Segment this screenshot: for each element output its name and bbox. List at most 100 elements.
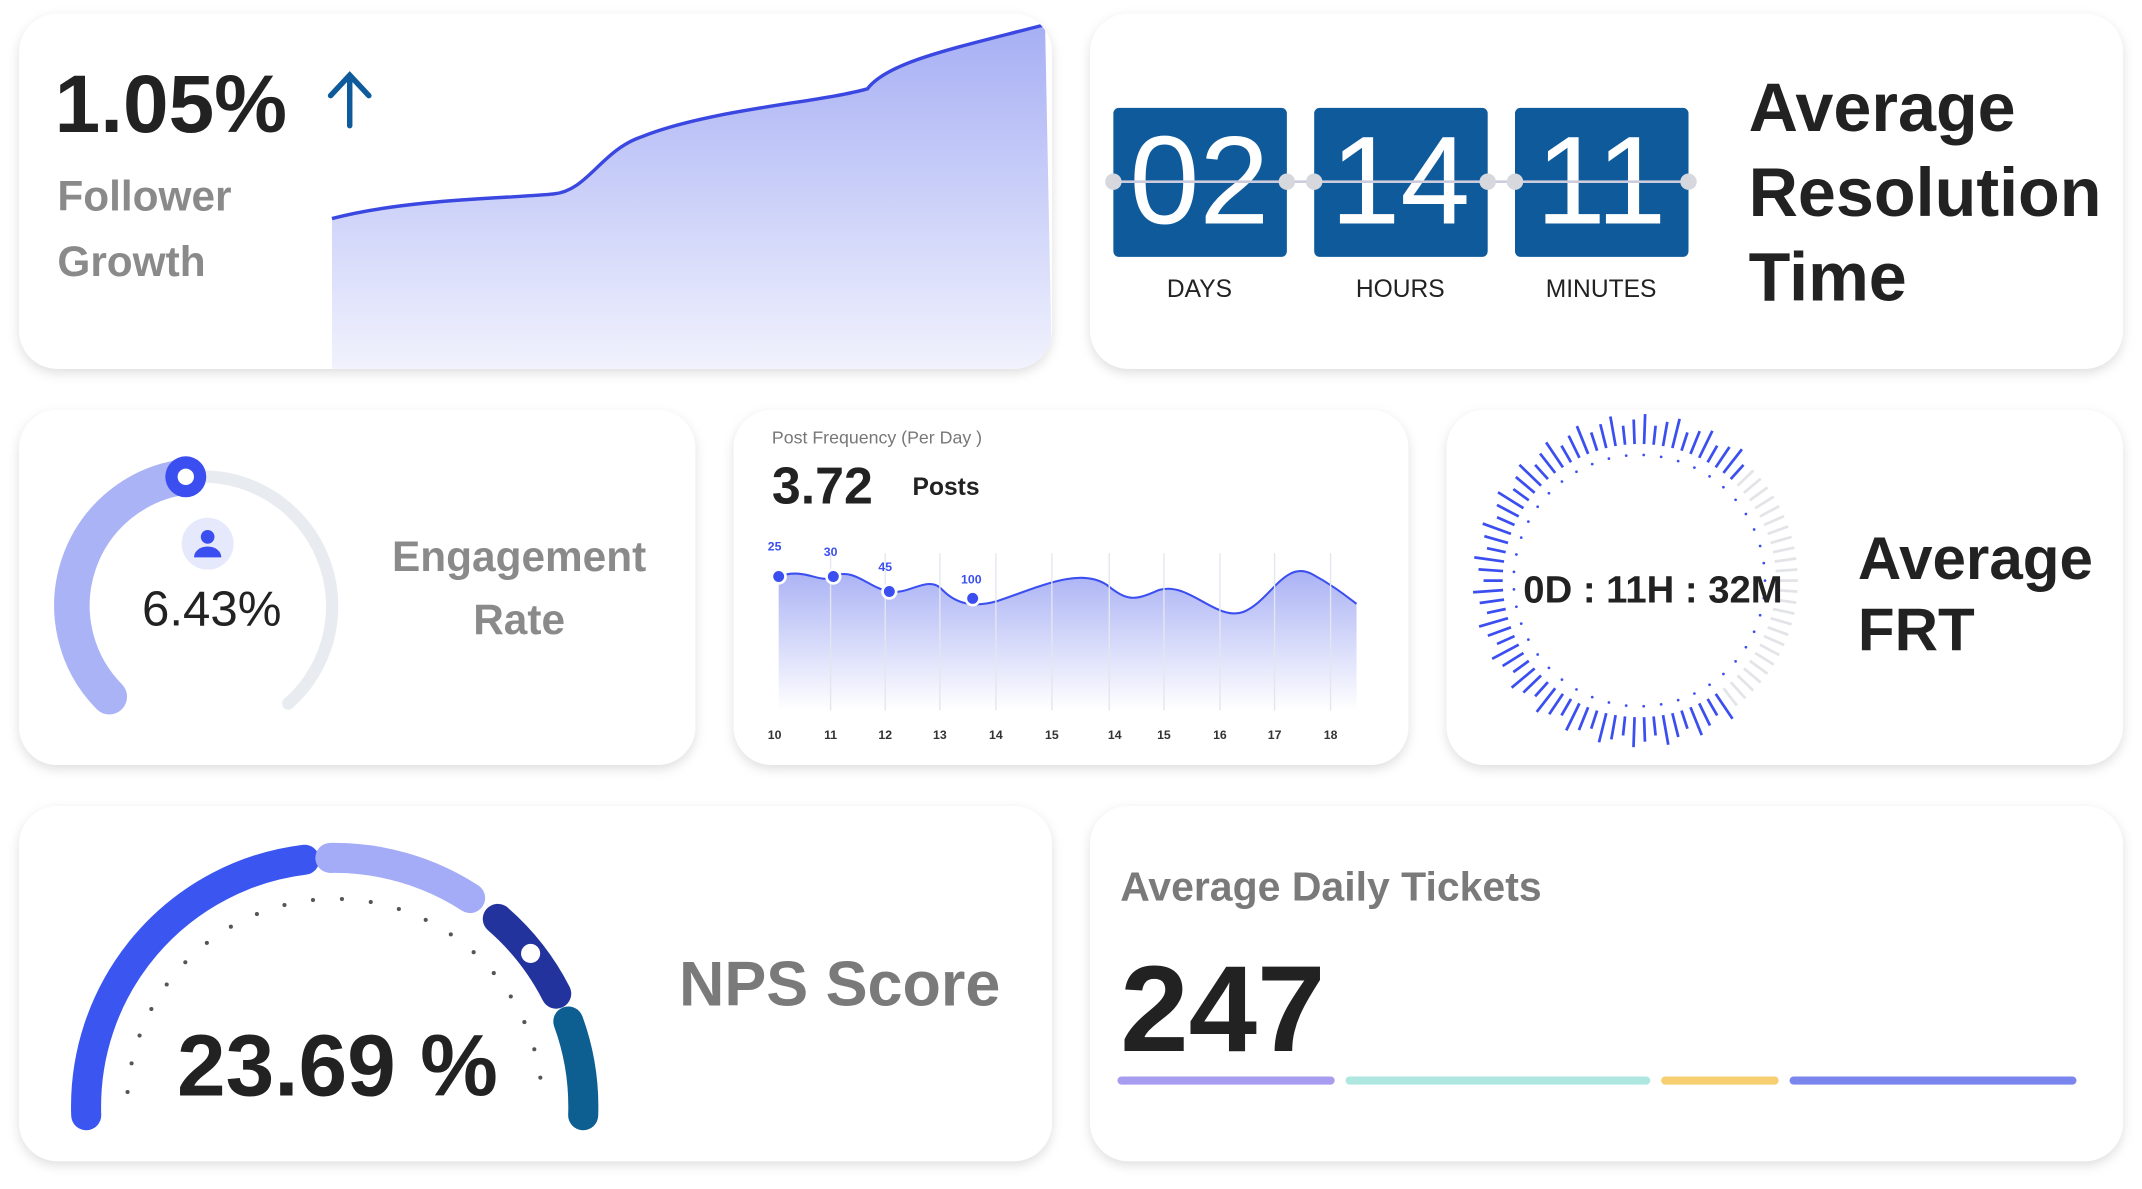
ring-tick <box>1754 495 1775 510</box>
nps-segment <box>315 842 486 914</box>
ring-tick <box>1575 425 1590 455</box>
ring-dot <box>1693 692 1696 695</box>
tickets-title: Average Daily Tickets <box>1120 864 1542 910</box>
post-chart <box>770 553 1358 711</box>
ring-dot <box>1512 570 1516 574</box>
point-label: 25 <box>767 539 782 554</box>
x-label: 18 <box>1323 728 1338 742</box>
ring-dot <box>1659 702 1663 706</box>
ring-tick <box>1722 687 1738 707</box>
ring-tick <box>1652 716 1657 736</box>
ring-dot <box>1526 520 1530 523</box>
ring-dot <box>1575 470 1578 474</box>
nps-dot <box>471 950 476 955</box>
ring-tick <box>1770 535 1793 545</box>
ring-tick <box>1714 693 1734 720</box>
ring-dot <box>1676 698 1680 702</box>
ring-dot <box>1762 596 1766 600</box>
ring-dot <box>1722 672 1725 676</box>
ring-dot <box>1758 544 1762 548</box>
ring-dot <box>1744 512 1748 516</box>
x-label: 17 <box>1267 728 1282 742</box>
ring-dot <box>1624 454 1628 457</box>
x-label: 16 <box>1213 728 1227 742</box>
post-title: Post Frequency (Per Day ) <box>771 426 983 448</box>
ring-tick <box>1534 681 1549 698</box>
growth-value: 1.05% <box>54 58 288 150</box>
ring-tick <box>1763 634 1785 647</box>
ring-tick <box>1621 716 1627 736</box>
x-label: 14 <box>989 728 1003 742</box>
ring-tick <box>1518 463 1542 487</box>
growth-area <box>331 22 1052 369</box>
ring-tick <box>1548 693 1565 715</box>
ring-tick <box>1496 503 1520 518</box>
x-label: 14 <box>1107 728 1122 742</box>
ring-dot <box>1519 536 1523 539</box>
nps-dot <box>423 917 428 922</box>
ring-dot <box>1676 459 1680 463</box>
ring-dot <box>1575 688 1578 691</box>
ring-dot <box>1590 695 1594 699</box>
ring-tick <box>1652 425 1657 445</box>
ring-tick <box>1671 712 1680 738</box>
nps-dot <box>164 982 169 987</box>
nps-dot <box>522 1020 527 1025</box>
ring-dot <box>1734 498 1737 502</box>
nps-dot <box>368 899 373 905</box>
ring-dot <box>1607 457 1611 461</box>
ring-tick <box>1577 706 1590 731</box>
ring-tick <box>1763 514 1785 527</box>
nps-dot <box>532 1047 537 1052</box>
nps-knob <box>521 943 541 964</box>
ring-tick <box>1491 643 1520 661</box>
nps-dot <box>538 1075 543 1080</box>
ring-dot <box>1512 587 1516 591</box>
ring-dot <box>1693 466 1696 469</box>
ring-tick <box>1632 419 1636 445</box>
ring-tick <box>1714 446 1731 469</box>
ring-dot <box>1642 704 1646 708</box>
ring-tick <box>1512 487 1530 502</box>
point-label: 45 <box>878 560 893 574</box>
growth-label: Follower Growth <box>57 172 232 286</box>
ring-dot <box>1659 455 1663 459</box>
nps-dot <box>491 971 496 976</box>
resolution-title: Average Resolution Time <box>1748 69 2102 316</box>
ring-tick <box>1770 616 1793 626</box>
ring-tick <box>1689 430 1701 455</box>
ring-tick <box>1729 681 1747 700</box>
ring-dot <box>1536 505 1540 509</box>
nps-dot <box>137 1033 142 1038</box>
ring-dot <box>1722 485 1725 489</box>
ring-tick <box>1632 717 1636 748</box>
ring-dot <box>1744 645 1748 649</box>
nps-dot <box>204 940 209 945</box>
nps-dot <box>339 896 344 902</box>
x-label: 10 <box>767 728 782 742</box>
nps-segment <box>553 1006 599 1131</box>
ring-tick <box>1697 430 1714 459</box>
x-label: 15 <box>1045 728 1059 742</box>
ring-tick <box>1609 714 1617 740</box>
nps-value: 23.69 % <box>177 1016 498 1115</box>
ring-dot <box>1515 553 1518 556</box>
ring-tick <box>1589 432 1599 452</box>
ring-dot <box>1758 613 1762 617</box>
ring-dot <box>1526 638 1530 641</box>
ring-tick <box>1729 463 1745 480</box>
ring-tick <box>1642 413 1647 445</box>
ring-tick <box>1544 441 1565 469</box>
ring-tick <box>1661 714 1670 745</box>
ring-tick <box>1560 698 1573 717</box>
ring-tick <box>1759 643 1780 657</box>
ring-tick <box>1589 710 1599 730</box>
ring-tick <box>1501 651 1525 668</box>
ring-tick <box>1482 522 1512 536</box>
nps-dot <box>310 897 316 903</box>
post-value: 3.72 <box>771 458 873 516</box>
ring-dot <box>1624 704 1628 707</box>
point-label: 100 <box>961 572 982 587</box>
ring-tick <box>1680 432 1689 452</box>
